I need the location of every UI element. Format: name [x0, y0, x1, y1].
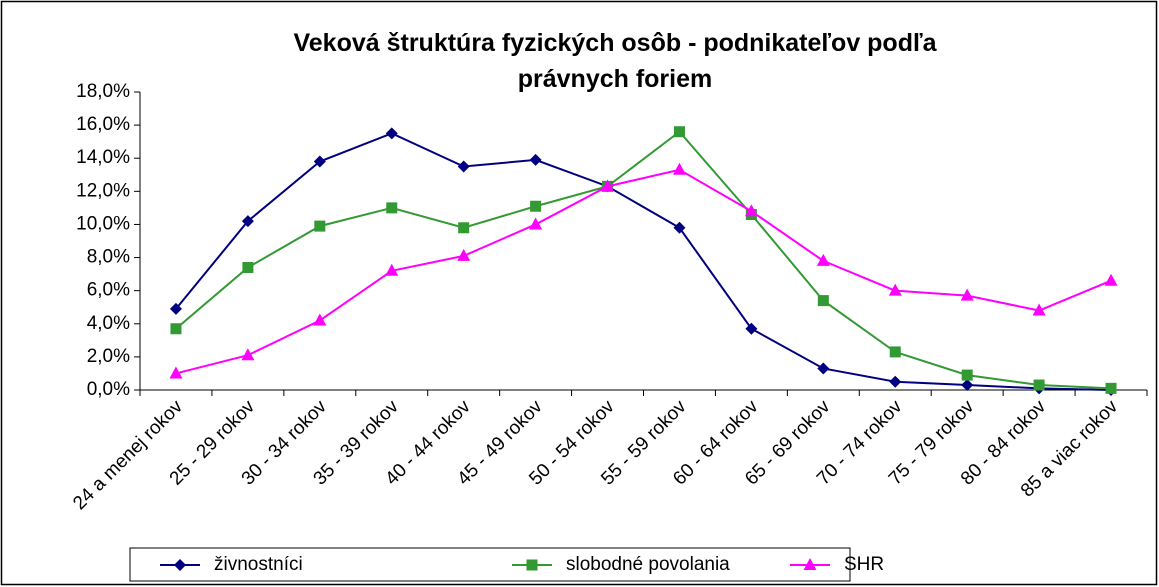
legend-box	[129, 547, 851, 582]
marker	[458, 222, 470, 234]
marker	[961, 379, 974, 392]
y-tick-label: 14,0%	[76, 147, 130, 168]
marker	[888, 283, 902, 296]
marker	[745, 322, 758, 335]
y-tick-label: 0,0%	[87, 379, 130, 400]
marker	[1104, 273, 1118, 286]
marker	[242, 261, 254, 273]
marker	[960, 288, 974, 301]
series-line	[175, 130, 1112, 390]
marker	[889, 346, 901, 358]
y-tick-label: 10,0%	[76, 213, 130, 234]
y-tick-label: 18,0%	[76, 81, 130, 102]
marker	[313, 313, 327, 326]
marker	[816, 253, 830, 266]
marker	[889, 375, 902, 388]
y-tick-label: 2,0%	[87, 346, 130, 367]
marker	[961, 369, 973, 381]
marker	[169, 366, 183, 379]
chart-title: Veková štruktúra fyzických osôb - podnik…	[293, 29, 937, 93]
marker	[601, 179, 615, 192]
marker	[313, 155, 326, 168]
marker	[170, 323, 182, 335]
marker	[314, 220, 326, 232]
marker	[672, 162, 686, 175]
legend-label: SHR	[844, 554, 884, 575]
marker	[744, 204, 758, 217]
marker	[1032, 303, 1046, 316]
marker	[817, 362, 830, 375]
marker	[1105, 382, 1117, 394]
marker	[803, 558, 817, 570]
y-tick-label: 12,0%	[76, 180, 130, 201]
legend-label: slobodné povolania	[566, 554, 730, 575]
legend-label: živnostníci	[214, 554, 303, 575]
marker	[241, 348, 255, 361]
y-tick-label: 4,0%	[87, 313, 130, 334]
marker	[530, 200, 542, 212]
marker	[529, 217, 543, 230]
marker	[529, 153, 542, 166]
marker	[385, 263, 399, 276]
series-line	[175, 168, 1112, 375]
marker	[673, 221, 686, 234]
y-tick-label: 8,0%	[87, 247, 130, 268]
marker	[526, 559, 538, 571]
marker	[817, 295, 829, 307]
series-line	[175, 132, 1112, 391]
marker	[169, 302, 182, 315]
marker	[457, 248, 471, 261]
marker	[385, 127, 398, 140]
marker	[386, 202, 398, 214]
marker	[1033, 379, 1045, 391]
marker	[457, 160, 470, 173]
marker	[241, 215, 254, 228]
y-tick-label: 6,0%	[87, 280, 130, 301]
y-tick-label: 16,0%	[76, 114, 130, 135]
marker	[673, 126, 685, 138]
marker	[174, 559, 186, 571]
